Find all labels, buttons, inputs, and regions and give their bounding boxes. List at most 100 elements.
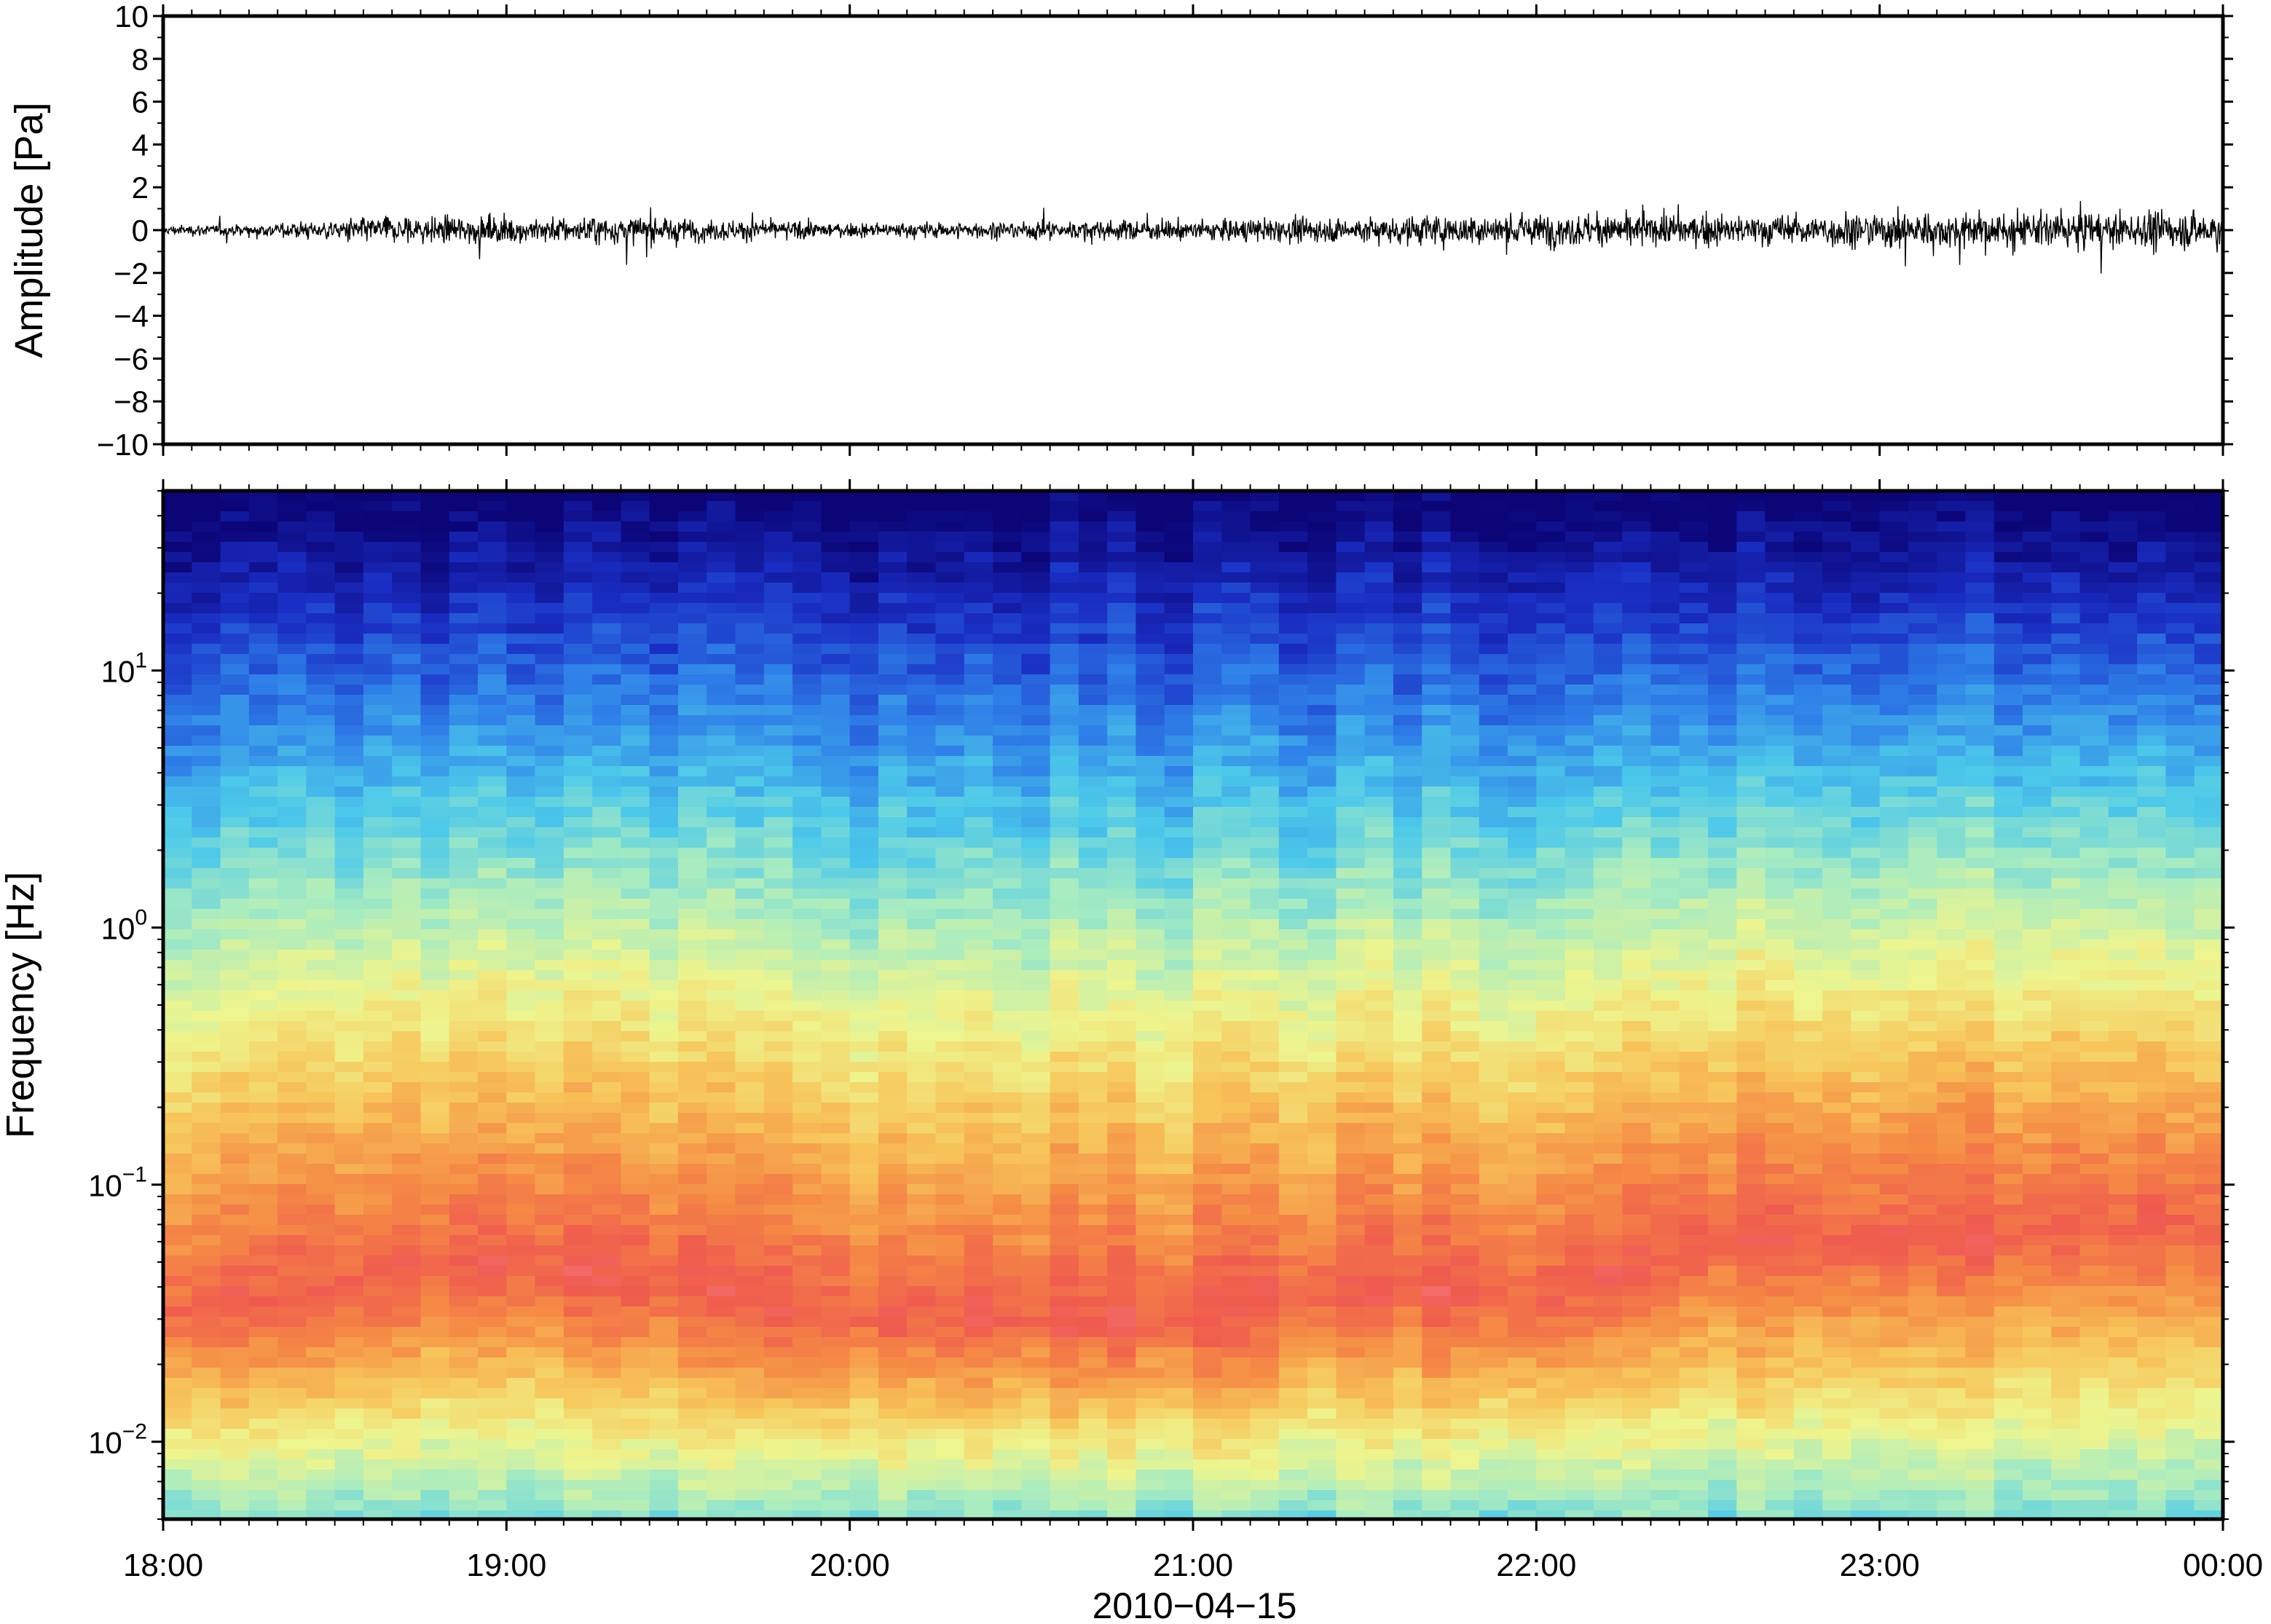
spectrogram-cell [1422,1011,1452,1022]
spectrogram-cell [821,542,851,553]
spectrogram-cell [592,725,622,736]
spectrogram-cell [363,1245,393,1256]
spectrogram-cell [163,583,192,594]
spectrogram-cell [1107,888,1137,899]
spectrogram-cell [649,868,679,879]
spectrogram-cell [1050,1266,1079,1277]
spectrogram-cell [306,542,336,553]
spectrogram-cell [1164,787,1194,797]
spectrogram-cell [478,960,507,971]
spectrogram-cell [1307,1194,1337,1205]
spectrogram-cell [1307,787,1337,797]
spectrogram-cell [649,1011,679,1022]
spectrogram-cell [478,899,507,910]
spectrogram-cell [220,1408,250,1419]
spectrogram-cell [1250,980,1280,991]
spectrogram-cell [1479,878,1508,889]
spectrogram-cell [192,837,221,848]
spectrogram-cell [306,1133,336,1144]
spectrogram-cell [878,664,908,675]
spectrogram-cell [478,756,507,767]
spectrogram-cell [878,1398,908,1409]
spectrogram-cell [1307,1123,1337,1134]
spectrogram-cell [763,1082,793,1093]
spectrogram-cell [1336,1347,1366,1358]
spectrogram-cell [506,1205,536,1215]
spectrogram-cell [1278,1205,1308,1215]
spectrogram-cell [220,501,250,512]
spectrogram-cell [1250,1296,1280,1307]
spectrogram-cell [1422,817,1452,828]
spectrogram-cell [821,909,851,920]
spectrogram-cell [1164,521,1194,532]
spectrogram-cell [478,1123,507,1134]
spectrogram-cell [1479,603,1508,614]
spectrogram-cell [849,939,879,950]
spectrogram-cell [735,715,765,726]
spectrogram-cell [278,1500,307,1511]
spectrogram-cell [306,715,336,726]
spectrogram-cell [878,583,908,594]
spectrogram-cell [478,929,507,940]
spectrogram-cell [420,827,450,838]
spectrogram-cell [678,1082,707,1093]
spectrogram-cell [248,1510,278,1520]
spectrogram-cell [306,1031,336,1042]
spectrogram-cell [1078,1459,1108,1470]
spectrogram-cell [993,1011,1022,1022]
spectrogram-cell [1307,797,1337,808]
spectrogram-cell [334,1235,364,1246]
spectrogram-cell [849,572,879,583]
spectrogram-cell [1450,1419,1480,1430]
spectrogram-cell [993,511,1022,522]
spectrogram-cell [563,1021,593,1032]
spectrogram-cell [1479,1031,1508,1042]
spectrogram-cell [1307,1449,1337,1460]
spectrogram-cell [964,532,993,543]
spectrogram-cell [1107,919,1137,930]
spectrogram-cell [849,929,879,940]
spectrogram-cell [792,827,822,838]
spectrogram-cell [1336,1459,1366,1470]
spectrogram-cell [993,552,1022,563]
spectrogram-cell [735,1439,765,1450]
spectrogram-cell [1136,521,1165,532]
spectrogram-cell [1164,1001,1194,1012]
spectrogram-cell [1336,878,1366,889]
spectrogram-cell [649,1368,679,1379]
spectrogram-cell [1479,1317,1508,1328]
spectrogram-cell [163,1306,192,1317]
spectrogram-cell [964,1092,993,1103]
spectrogram-cell [849,1194,879,1205]
spectrogram-cell [821,1184,851,1195]
spectrogram-cell [248,797,278,808]
spectrogram-cell [192,1001,221,1012]
spectrogram-cell [334,542,364,553]
spectrogram-cell [1250,1439,1280,1450]
spectrogram-cell [535,1103,564,1113]
spectrogram-cell [621,1143,650,1154]
spectrogram-cell [192,583,221,594]
spectrogram-cell [220,1286,250,1297]
spectrogram-cell [993,980,1022,991]
spectrogram-cell [1450,1500,1480,1511]
spectrogram-cell [1307,1082,1337,1093]
spectrogram-cell [1278,593,1308,604]
spectrogram-cell [621,1215,650,1226]
spectrogram-cell [649,674,679,685]
spectrogram-cell [878,909,908,920]
spectrogram-cell [1193,858,1222,869]
spectrogram-cell [964,1449,993,1460]
spectrogram-cell [192,1388,221,1399]
spectrogram-cell [278,664,307,675]
spectrogram-cell [1221,1337,1251,1348]
spectrogram-cell [1364,1510,1394,1520]
spectrogram-cell [1364,1011,1394,1022]
spectrogram-cell [592,1368,622,1379]
spectrogram-cell [163,1327,192,1338]
spectrogram-cell [878,1205,908,1215]
spectrogram-cell [678,1154,707,1164]
spectrogram-cell [563,552,593,563]
spectrogram-cell [1278,960,1308,971]
spectrogram-cell [1336,1317,1366,1328]
